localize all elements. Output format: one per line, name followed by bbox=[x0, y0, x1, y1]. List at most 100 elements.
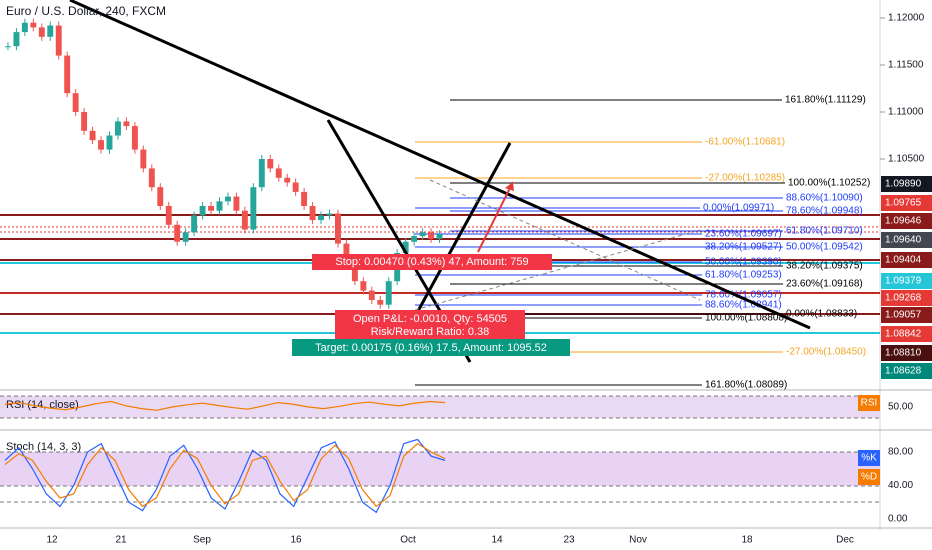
x-tick-label: 14 bbox=[491, 535, 503, 546]
price-badge-label: 1.08842 bbox=[885, 329, 922, 340]
candle bbox=[335, 213, 341, 244]
fib-label: 78.60%(1.09057) bbox=[705, 290, 782, 301]
candles bbox=[5, 18, 443, 309]
fib-label: 88.60%(1.08941) bbox=[705, 300, 782, 311]
k-badge: %K bbox=[861, 453, 877, 464]
candle bbox=[292, 182, 299, 192]
candle bbox=[208, 206, 214, 211]
candle bbox=[411, 236, 418, 242]
candle bbox=[13, 32, 20, 47]
stoch-band bbox=[0, 452, 880, 486]
rsi-badge: RSI bbox=[861, 398, 878, 409]
price-badge bbox=[881, 363, 932, 379]
candle bbox=[106, 135, 113, 150]
x-tick-label: Sep bbox=[193, 535, 211, 546]
candle bbox=[309, 206, 316, 221]
candle bbox=[436, 234, 443, 239]
candle bbox=[47, 25, 54, 37]
x-tick-label: Nov bbox=[629, 535, 647, 546]
fib-label: 61.80%(1.09253) bbox=[705, 270, 782, 281]
fib-lines: 161.80%(1.11129) -61.00%(1.10681) -27.00%(… bbox=[415, 95, 870, 391]
fib-label: 23.60%(1.09168) bbox=[786, 279, 863, 290]
price-badge bbox=[881, 345, 932, 361]
price-badge-label: 1.09268 bbox=[885, 293, 922, 304]
price-badge-label: 1.09890 bbox=[885, 179, 922, 190]
dashed-line bbox=[414, 229, 701, 311]
candle bbox=[55, 25, 62, 56]
x-tick-label: 12 bbox=[46, 535, 58, 546]
candle bbox=[225, 196, 231, 202]
price-badge-label: 1.09404 bbox=[885, 255, 922, 266]
y-tick-label: 1.11500 bbox=[888, 60, 924, 71]
x-tick-label: 23 bbox=[563, 535, 575, 546]
fib-label: 78.60%(1.09948) bbox=[786, 206, 863, 217]
candle bbox=[318, 215, 324, 221]
stoch-tick-label: 40.00 bbox=[888, 480, 913, 491]
symbol-title: Euro / U.S. Dollar, 240, FXCM bbox=[6, 4, 166, 18]
fib-label: 100.00%(1.10252) bbox=[788, 178, 870, 189]
stoch-k-line bbox=[4, 438, 446, 514]
candle bbox=[81, 112, 88, 131]
candle bbox=[38, 27, 45, 37]
candle bbox=[140, 149, 147, 169]
trend-line bbox=[410, 142, 512, 323]
candle bbox=[165, 206, 172, 225]
dynamic: 1.12000 1.11500 1.11000 1.10500 1.09890 1.097… bbox=[4, 13, 932, 546]
trend-line bbox=[69, 0, 811, 330]
fib-label: -61.00%(1.10681) bbox=[705, 137, 785, 148]
candle bbox=[148, 168, 155, 188]
candle bbox=[258, 159, 265, 188]
fib-label: 23.60%(1.09697) bbox=[705, 229, 782, 240]
k-badge-box bbox=[858, 450, 880, 466]
x-tick-label: 18 bbox=[741, 535, 753, 546]
x-tick-label: 21 bbox=[115, 535, 127, 546]
price-badge-label: 1.09379 bbox=[885, 276, 922, 287]
candle bbox=[377, 300, 384, 305]
x-tick-label: Dec bbox=[836, 535, 854, 546]
price-badge bbox=[881, 176, 932, 192]
price-badge-label: 1.09057 bbox=[885, 310, 922, 321]
candle bbox=[174, 224, 181, 242]
x-tick-label: Oct bbox=[400, 535, 416, 546]
price-badge bbox=[881, 307, 932, 323]
stoch-tick-label: 0.00 bbox=[888, 514, 908, 525]
candle bbox=[343, 243, 350, 263]
target-box bbox=[292, 339, 570, 356]
arrow-head bbox=[505, 182, 514, 191]
price-badge-label: 1.08810 bbox=[885, 348, 922, 359]
price-badge bbox=[881, 232, 932, 248]
candle bbox=[419, 232, 426, 237]
candle bbox=[199, 206, 206, 216]
candle bbox=[89, 130, 96, 141]
candle bbox=[131, 126, 138, 150]
candle bbox=[250, 187, 257, 230]
stop-label: Stop: 0.00470 (0.43%) 47, Amount: 759 bbox=[335, 256, 528, 268]
candle bbox=[72, 93, 79, 112]
pl-box bbox=[335, 310, 525, 340]
fib-label: 0.00%(1.08833) bbox=[786, 309, 857, 320]
fib-label: 50.00%(1.09390) bbox=[705, 257, 782, 268]
candle bbox=[123, 121, 130, 127]
y-tick-label: 1.11000 bbox=[888, 107, 924, 118]
stop-box bbox=[312, 254, 552, 270]
fib-label: -27.00%(1.08450) bbox=[786, 347, 866, 358]
candle bbox=[21, 22, 28, 33]
rsi-band bbox=[0, 396, 880, 418]
price-badge bbox=[881, 290, 932, 306]
fib-label: 161.80%(1.11129) bbox=[785, 95, 866, 106]
rsi-line bbox=[4, 400, 446, 411]
fib-label: -27.00%(1.10285) bbox=[705, 173, 785, 184]
y-tick-label: 1.12000 bbox=[888, 13, 925, 24]
d-badge: %D bbox=[861, 472, 877, 483]
candle bbox=[368, 290, 375, 300]
candle bbox=[275, 168, 282, 178]
candle bbox=[233, 196, 240, 211]
y-tick-label: 1.10500 bbox=[888, 154, 925, 165]
candle bbox=[182, 232, 189, 242]
candle bbox=[360, 281, 367, 291]
candle bbox=[402, 241, 409, 253]
price-badge bbox=[881, 252, 932, 268]
fib-label: 100.00%(1.08808) bbox=[705, 313, 787, 324]
stoch-label: Stoch (14, 3, 3) bbox=[6, 441, 81, 453]
